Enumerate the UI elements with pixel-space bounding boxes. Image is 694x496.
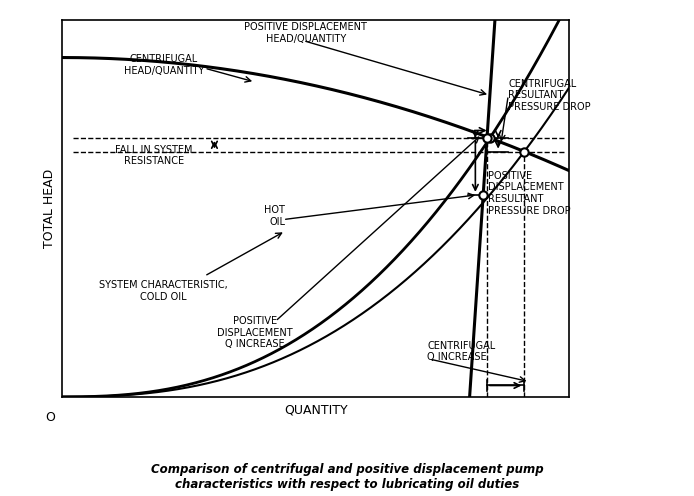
Text: POSITIVE
DISPLACEMENT
RESULTANT
PRESSURE DROP: POSITIVE DISPLACEMENT RESULTANT PRESSURE… <box>488 171 570 216</box>
Text: O: O <box>45 411 55 424</box>
Text: POSITIVE DISPLACEMENT
HEAD/QUANTITY: POSITIVE DISPLACEMENT HEAD/QUANTITY <box>244 22 367 44</box>
Text: Comparison of centrifugal and positive displacement pump
characteristics with re: Comparison of centrifugal and positive d… <box>151 463 543 491</box>
Text: SYSTEM CHARACTERISTIC,
COLD OIL: SYSTEM CHARACTERISTIC, COLD OIL <box>99 280 228 302</box>
Text: CENTRIFUGAL
RESULTANT
PRESSURE DROP: CENTRIFUGAL RESULTANT PRESSURE DROP <box>508 79 591 112</box>
Text: CENTRIFUGAL
HEAD/QUANTITY: CENTRIFUGAL HEAD/QUANTITY <box>124 54 204 76</box>
Text: HOT
OIL: HOT OIL <box>264 205 285 227</box>
Text: FALL IN SYSTEM
RESISTANCE: FALL IN SYSTEM RESISTANCE <box>115 145 192 166</box>
Y-axis label: TOTAL HEAD: TOTAL HEAD <box>42 169 56 248</box>
Text: CENTRIFUGAL
Q INCREASE: CENTRIFUGAL Q INCREASE <box>428 341 496 363</box>
Text: POSITIVE
DISPLACEMENT
Q INCREASE: POSITIVE DISPLACEMENT Q INCREASE <box>217 316 293 349</box>
X-axis label: QUANTITY: QUANTITY <box>284 404 348 417</box>
